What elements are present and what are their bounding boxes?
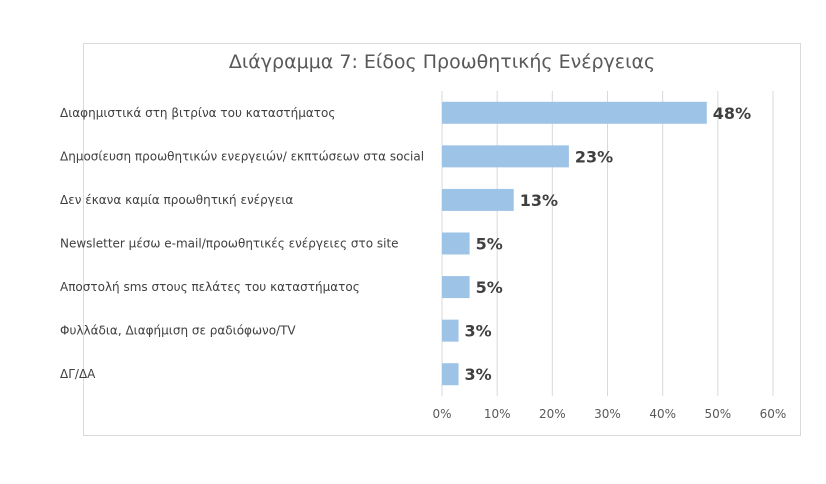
data-label: 23% bbox=[575, 147, 613, 166]
chart-title: Διάγραμμα 7: Είδος Προωθητικής Ενέργειας bbox=[229, 51, 655, 73]
gridlines bbox=[441, 91, 774, 396]
chart-area: Διάγραμμα 7: Είδος Προωθητικής Ενέργειας… bbox=[60, 43, 801, 436]
bar bbox=[442, 319, 459, 342]
bars bbox=[442, 101, 707, 386]
category-label: Φυλλάδια, Διαφήμιση σε ραδιόφωνο/TV bbox=[60, 324, 296, 338]
data-label: 3% bbox=[465, 322, 492, 341]
bar-chart: Διάγραμμα 7: Είδος Προωθητικής Ενέργειας… bbox=[60, 51, 786, 421]
data-label: 5% bbox=[476, 235, 503, 254]
x-tick-label: 0% bbox=[432, 407, 451, 421]
data-label: 5% bbox=[476, 278, 503, 297]
x-tick-label: 50% bbox=[704, 407, 731, 421]
bar bbox=[442, 232, 470, 255]
x-tick-label: 30% bbox=[594, 407, 621, 421]
data-label: 3% bbox=[465, 365, 492, 384]
category-label: Διαφημιστικά στη βιτρίνα του καταστήματο… bbox=[60, 106, 335, 120]
bar bbox=[442, 363, 459, 386]
category-label: Δεν έκανα καμία προωθητική ενέργεια bbox=[60, 193, 293, 207]
data-labels: 48% 23% 13% 5% 5% 3% 3% bbox=[465, 104, 752, 384]
bar bbox=[442, 188, 514, 211]
x-tick-label: 40% bbox=[649, 407, 676, 421]
bar bbox=[442, 276, 470, 299]
x-axis-ticks: 0% 10% 20% 30% 40% 50% 60% bbox=[432, 407, 786, 421]
x-tick-label: 20% bbox=[539, 407, 566, 421]
x-tick-label: 10% bbox=[484, 407, 511, 421]
x-tick-label: 60% bbox=[760, 407, 787, 421]
category-label: Δημοσίευση προωθητικών ενεργειών/ εκπτώσ… bbox=[60, 149, 424, 163]
category-labels: Διαφημιστικά στη βιτρίνα του καταστήματο… bbox=[60, 106, 424, 381]
bar bbox=[442, 145, 569, 168]
category-label: Αποστολή sms στους πελάτες του καταστήμα… bbox=[60, 280, 360, 294]
data-label: 13% bbox=[520, 191, 558, 210]
category-label: Newsletter μέσω e-mail/προωθητικές ενέργ… bbox=[60, 237, 399, 251]
data-label: 48% bbox=[713, 104, 751, 123]
bar bbox=[442, 101, 707, 124]
category-label: ΔΓ/ΔΑ bbox=[60, 367, 96, 381]
